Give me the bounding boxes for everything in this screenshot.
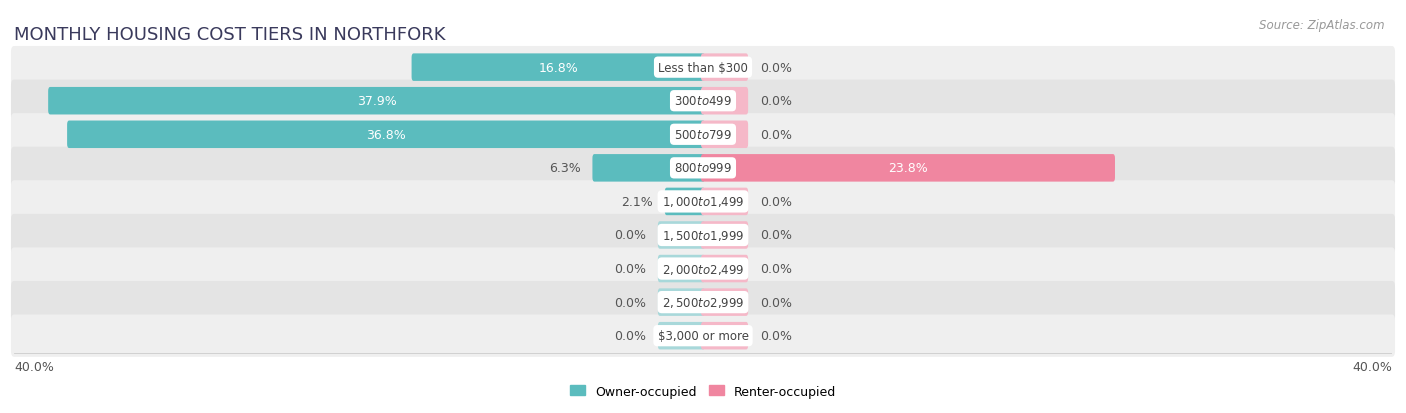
Text: 23.8%: 23.8%	[889, 162, 928, 175]
Text: 6.3%: 6.3%	[548, 162, 581, 175]
FancyBboxPatch shape	[11, 214, 1395, 256]
Text: 0.0%: 0.0%	[759, 95, 792, 108]
FancyBboxPatch shape	[658, 222, 704, 249]
Text: 0.0%: 0.0%	[759, 296, 792, 309]
FancyBboxPatch shape	[702, 121, 748, 149]
FancyBboxPatch shape	[11, 281, 1395, 323]
Text: $2,000 to $2,499: $2,000 to $2,499	[662, 262, 744, 276]
Legend: Owner-occupied, Renter-occupied: Owner-occupied, Renter-occupied	[565, 380, 841, 403]
Text: 0.0%: 0.0%	[614, 330, 647, 342]
Text: $1,000 to $1,499: $1,000 to $1,499	[662, 195, 744, 209]
FancyBboxPatch shape	[11, 114, 1395, 156]
Text: $300 to $499: $300 to $499	[673, 95, 733, 108]
FancyBboxPatch shape	[412, 54, 704, 82]
FancyBboxPatch shape	[658, 289, 704, 316]
FancyBboxPatch shape	[11, 181, 1395, 223]
Text: 0.0%: 0.0%	[614, 262, 647, 275]
Text: 0.0%: 0.0%	[614, 296, 647, 309]
FancyBboxPatch shape	[702, 322, 748, 349]
FancyBboxPatch shape	[11, 81, 1395, 123]
FancyBboxPatch shape	[702, 222, 748, 249]
Text: 40.0%: 40.0%	[14, 360, 53, 373]
Text: 0.0%: 0.0%	[759, 330, 792, 342]
FancyBboxPatch shape	[702, 255, 748, 282]
FancyBboxPatch shape	[658, 322, 704, 349]
Text: 0.0%: 0.0%	[614, 229, 647, 242]
Text: 0.0%: 0.0%	[759, 128, 792, 141]
FancyBboxPatch shape	[702, 54, 748, 82]
Text: $800 to $999: $800 to $999	[673, 162, 733, 175]
Text: 16.8%: 16.8%	[538, 62, 578, 74]
Text: 37.9%: 37.9%	[357, 95, 396, 108]
Text: 0.0%: 0.0%	[759, 195, 792, 209]
Text: Less than $300: Less than $300	[658, 62, 748, 74]
FancyBboxPatch shape	[702, 155, 1115, 182]
FancyBboxPatch shape	[11, 248, 1395, 290]
Text: MONTHLY HOUSING COST TIERS IN NORTHFORK: MONTHLY HOUSING COST TIERS IN NORTHFORK	[14, 26, 446, 44]
FancyBboxPatch shape	[11, 147, 1395, 190]
Text: 0.0%: 0.0%	[759, 229, 792, 242]
Text: Source: ZipAtlas.com: Source: ZipAtlas.com	[1260, 19, 1385, 31]
FancyBboxPatch shape	[11, 315, 1395, 357]
FancyBboxPatch shape	[67, 121, 704, 149]
Text: $3,000 or more: $3,000 or more	[658, 330, 748, 342]
FancyBboxPatch shape	[11, 47, 1395, 89]
FancyBboxPatch shape	[658, 255, 704, 282]
Text: 40.0%: 40.0%	[1353, 360, 1392, 373]
FancyBboxPatch shape	[702, 289, 748, 316]
Text: 0.0%: 0.0%	[759, 262, 792, 275]
Text: 2.1%: 2.1%	[621, 195, 652, 209]
Text: 36.8%: 36.8%	[366, 128, 406, 141]
Text: $1,500 to $1,999: $1,500 to $1,999	[662, 228, 744, 242]
Text: $500 to $799: $500 to $799	[673, 128, 733, 141]
FancyBboxPatch shape	[702, 188, 748, 216]
FancyBboxPatch shape	[665, 188, 704, 216]
FancyBboxPatch shape	[48, 88, 704, 115]
FancyBboxPatch shape	[702, 88, 748, 115]
Text: 0.0%: 0.0%	[759, 62, 792, 74]
Text: $2,500 to $2,999: $2,500 to $2,999	[662, 295, 744, 309]
FancyBboxPatch shape	[592, 155, 704, 182]
